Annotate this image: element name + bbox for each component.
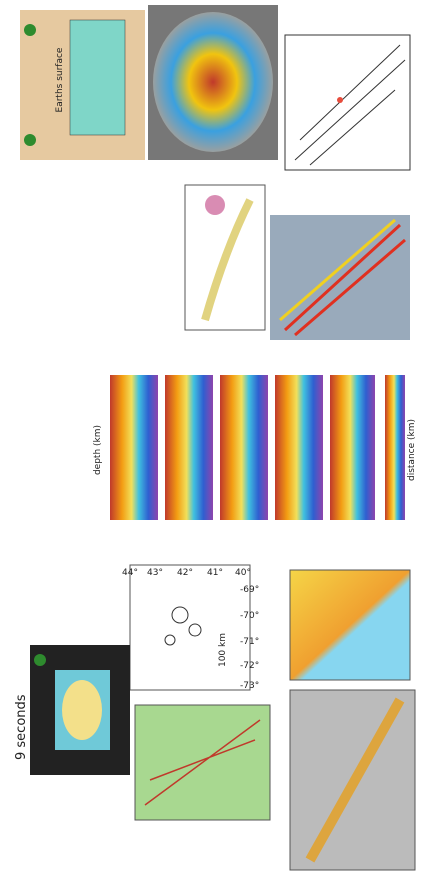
seismicity-map: 44° 43° 42° 41° 40° -69° -70° -71° -72° … — [122, 565, 259, 691]
radial-model — [148, 5, 278, 160]
block-diagram: Earths surface — [20, 10, 145, 160]
yellow-dot-map — [290, 690, 415, 870]
block-label: Earths surface — [55, 47, 65, 112]
lon-tick: -72° — [240, 661, 259, 671]
fault-color-map — [270, 215, 410, 340]
seismicity-plot — [185, 185, 265, 330]
coast-map — [290, 570, 410, 680]
lat-tick: 40° — [235, 568, 251, 578]
lon-tick: -69° — [240, 585, 259, 595]
lon-tick: -71° — [240, 637, 259, 647]
cross-sections: depth (km) distance (km) — [93, 375, 417, 520]
lon-tick: -70° — [240, 611, 259, 621]
distance-label: distance (km) — [407, 419, 417, 481]
lon-tick: -73° — [240, 681, 259, 691]
lat-tick: 42° — [177, 568, 193, 578]
animation-frame: 9 seconds — [14, 645, 130, 775]
fault-green-map — [135, 705, 270, 820]
animation-label: 9 seconds — [14, 694, 29, 760]
lat-tick: 41° — [207, 568, 223, 578]
collage: Earths surface depth (km) distance (km) — [0, 0, 422, 878]
depth-label: depth (km) — [93, 425, 103, 475]
lat-tick: 43° — [147, 568, 163, 578]
scale-label: 100 km — [218, 633, 228, 667]
lat-tick: 44° — [122, 568, 138, 578]
fault-map — [285, 35, 410, 170]
